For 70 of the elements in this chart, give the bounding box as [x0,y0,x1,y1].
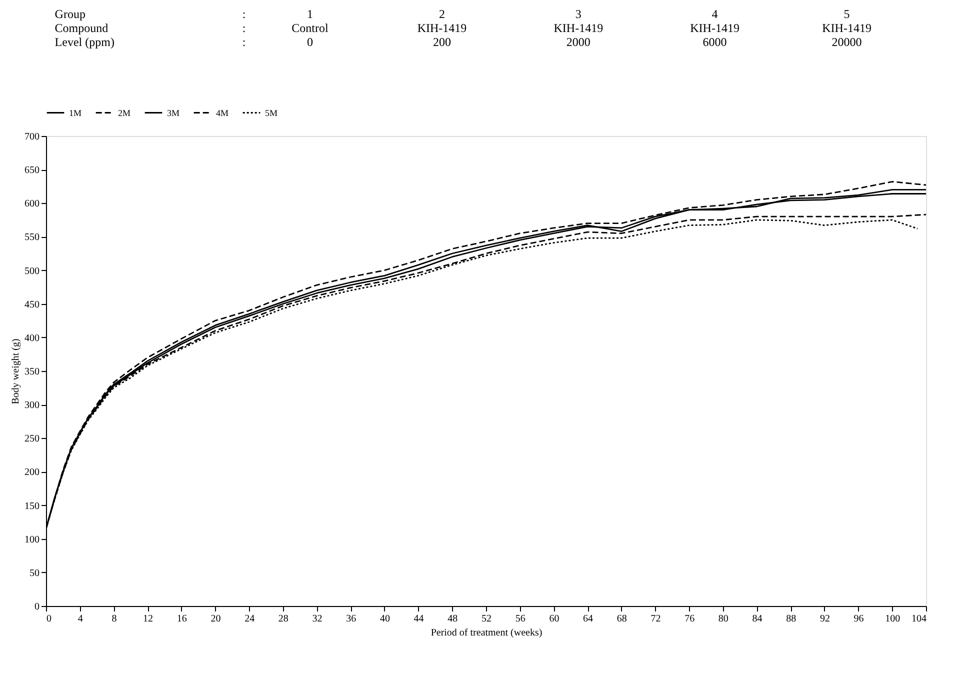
x-tick-label: 36 [346,614,356,624]
y-tick-label: 100 [24,534,40,546]
text: 200 [433,35,451,49]
text: 6000 [702,35,727,49]
text: Group [54,7,86,21]
x-tick-label: 68 [616,614,627,624]
x-tick-label: 4 [78,614,83,624]
legend-label: 2M [118,108,131,118]
x-tick-label: 12 [143,614,154,624]
x-tick-label: 96 [854,614,864,624]
x-tick-label: 16 [176,614,187,624]
x-tick-label: 32 [312,614,322,624]
x-tick-label: 100 [885,614,900,624]
text: KIH-1419 [417,21,467,35]
y-axis-title: Body weight (g) [10,338,22,404]
y-tick-label: 700 [24,132,40,142]
x-tick-label: 64 [583,614,594,624]
x-tick-label: 48 [448,614,458,624]
x-tick-label: 52 [482,614,492,624]
x-tick-label: 8 [112,614,117,624]
text: : [242,35,246,49]
x-tick-label: 72 [650,614,661,624]
text: KIH-1419 [822,21,872,35]
y-tick-label: 0 [34,602,40,612]
x-tick-label: 104 [912,614,926,624]
x-tick-label: 44 [414,614,424,624]
text: KIH-1419 [554,21,604,35]
y-tick-label: 50 [30,568,40,579]
y-tick-label: 650 [24,165,40,176]
y-tick-label: 250 [24,434,40,445]
text: 0 [307,35,313,49]
x-tick-label: 80 [718,614,728,624]
x-tick-label: 24 [244,614,255,624]
x-tick-label: 92 [820,614,830,624]
x-tick-label: 60 [549,614,560,624]
x-tick-label: 28 [278,614,288,624]
legend-label: 5M [265,108,278,118]
y-tick-label: 450 [24,299,40,310]
x-axis-title: Period of treatment (weeks) [430,628,542,638]
text: : [242,21,246,35]
legend-label: 3M [167,108,180,118]
x-tick-label: 20 [210,614,221,624]
text: 3 [575,7,582,21]
text: 20000 [832,35,862,49]
y-tick-label: 300 [24,400,40,412]
text: Control [292,21,329,35]
y-tick-label: 150 [24,500,40,512]
y-tick-label: 200 [24,467,40,478]
text: 2000 [566,35,590,49]
y-tick-label: 550 [24,232,40,244]
x-tick-label: 88 [786,614,796,624]
y-tick-label: 400 [24,332,40,344]
x-tick-label: 76 [684,614,695,624]
x-tick-label: 40 [380,614,390,624]
text: : [242,7,246,21]
y-tick-label: 600 [24,198,40,210]
text: KIH-1419 [690,21,740,35]
x-tick-label: 0 [46,614,52,624]
x-tick-label: 56 [515,614,526,624]
legend-label: 4M [216,108,229,118]
text: 5 [844,7,850,21]
text: Compound [54,21,108,35]
legend-label: 1M [69,108,82,118]
text: 2 [439,7,445,21]
y-tick-label: 350 [24,366,40,378]
y-tick-label: 500 [24,266,40,277]
text: Level (ppm) [54,35,114,49]
x-tick-label: 84 [752,614,762,624]
text: 1 [307,7,313,21]
text: 4 [712,7,718,21]
